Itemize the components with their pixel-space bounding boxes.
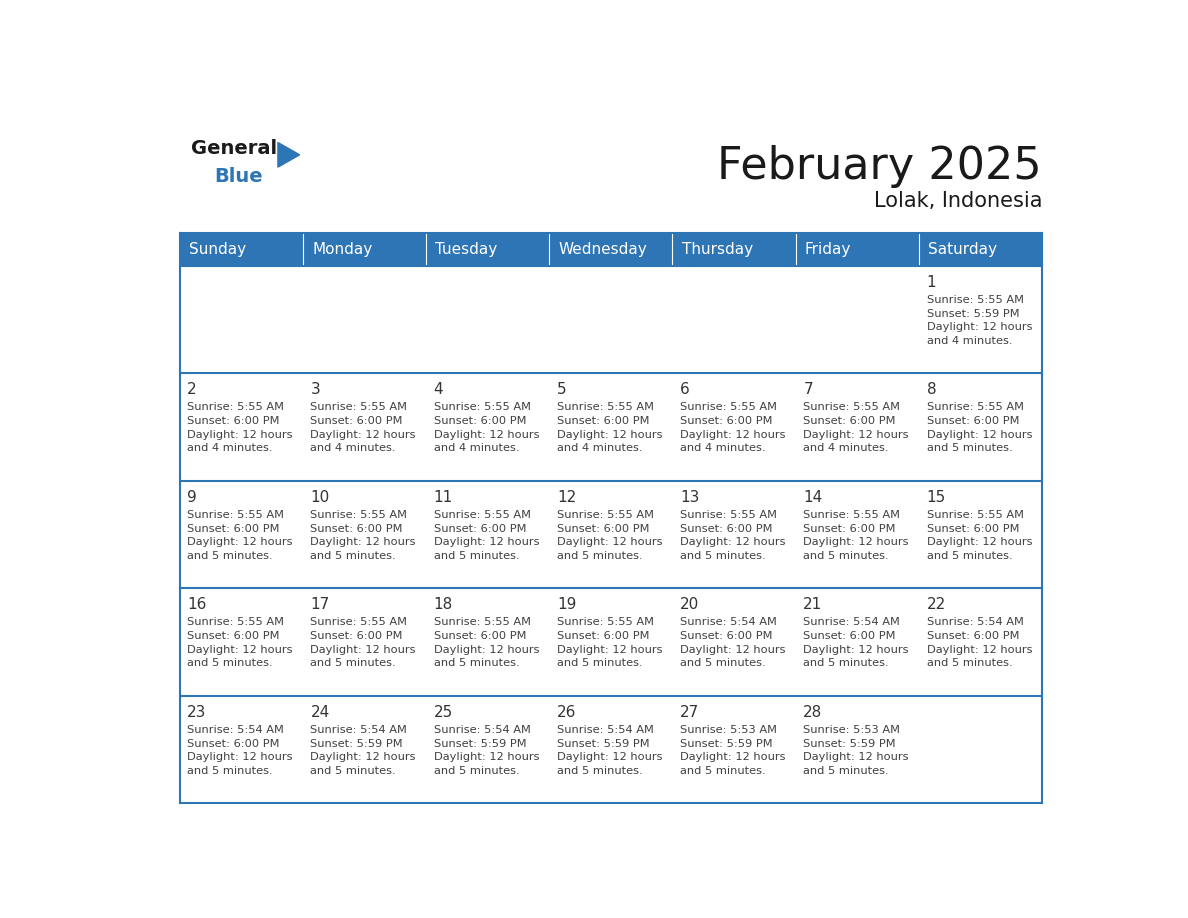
Text: 24: 24 (310, 705, 330, 720)
Text: 12: 12 (557, 490, 576, 505)
Text: 11: 11 (434, 490, 453, 505)
Text: 4: 4 (434, 383, 443, 397)
Text: Sunrise: 5:55 AM
Sunset: 6:00 PM
Daylight: 12 hours
and 5 minutes.: Sunrise: 5:55 AM Sunset: 6:00 PM Dayligh… (310, 618, 416, 668)
Text: Sunrise: 5:55 AM
Sunset: 6:00 PM
Daylight: 12 hours
and 5 minutes.: Sunrise: 5:55 AM Sunset: 6:00 PM Dayligh… (557, 618, 663, 668)
Text: 3: 3 (310, 383, 321, 397)
Text: Sunrise: 5:54 AM
Sunset: 6:00 PM
Daylight: 12 hours
and 5 minutes.: Sunrise: 5:54 AM Sunset: 6:00 PM Dayligh… (188, 725, 292, 776)
Text: Sunrise: 5:55 AM
Sunset: 5:59 PM
Daylight: 12 hours
and 4 minutes.: Sunrise: 5:55 AM Sunset: 5:59 PM Dayligh… (927, 295, 1032, 346)
Text: Sunrise: 5:55 AM
Sunset: 6:00 PM
Daylight: 12 hours
and 5 minutes.: Sunrise: 5:55 AM Sunset: 6:00 PM Dayligh… (434, 509, 539, 561)
Text: Sunrise: 5:54 AM
Sunset: 5:59 PM
Daylight: 12 hours
and 5 minutes.: Sunrise: 5:54 AM Sunset: 5:59 PM Dayligh… (310, 725, 416, 776)
Text: Monday: Monday (312, 242, 372, 257)
Text: Sunrise: 5:54 AM
Sunset: 6:00 PM
Daylight: 12 hours
and 5 minutes.: Sunrise: 5:54 AM Sunset: 6:00 PM Dayligh… (681, 618, 785, 668)
Text: Sunrise: 5:55 AM
Sunset: 6:00 PM
Daylight: 12 hours
and 4 minutes.: Sunrise: 5:55 AM Sunset: 6:00 PM Dayligh… (188, 402, 292, 453)
Text: 28: 28 (803, 705, 822, 720)
Text: Friday: Friday (805, 242, 852, 257)
Text: 18: 18 (434, 598, 453, 612)
Text: 20: 20 (681, 598, 700, 612)
Text: Sunrise: 5:55 AM
Sunset: 6:00 PM
Daylight: 12 hours
and 5 minutes.: Sunrise: 5:55 AM Sunset: 6:00 PM Dayligh… (310, 509, 416, 561)
Bar (179, 265, 1042, 374)
Text: 15: 15 (927, 490, 946, 505)
Text: 19: 19 (557, 598, 576, 612)
Text: Sunrise: 5:55 AM
Sunset: 6:00 PM
Daylight: 12 hours
and 5 minutes.: Sunrise: 5:55 AM Sunset: 6:00 PM Dayligh… (681, 509, 785, 561)
Text: 2: 2 (188, 383, 197, 397)
Text: 13: 13 (681, 490, 700, 505)
Text: Sunrise: 5:54 AM
Sunset: 6:00 PM
Daylight: 12 hours
and 5 minutes.: Sunrise: 5:54 AM Sunset: 6:00 PM Dayligh… (927, 618, 1032, 668)
Text: 6: 6 (681, 383, 690, 397)
Text: 21: 21 (803, 598, 822, 612)
Bar (179, 696, 1042, 803)
Text: Sunrise: 5:55 AM
Sunset: 6:00 PM
Daylight: 12 hours
and 5 minutes.: Sunrise: 5:55 AM Sunset: 6:00 PM Dayligh… (927, 509, 1032, 561)
Text: 5: 5 (557, 383, 567, 397)
Text: 7: 7 (803, 383, 813, 397)
Text: Sunrise: 5:55 AM
Sunset: 6:00 PM
Daylight: 12 hours
and 5 minutes.: Sunrise: 5:55 AM Sunset: 6:00 PM Dayligh… (434, 618, 539, 668)
Bar (179, 481, 1042, 588)
Polygon shape (278, 142, 299, 167)
Text: 9: 9 (188, 490, 197, 505)
Text: 17: 17 (310, 598, 330, 612)
Text: Sunrise: 5:55 AM
Sunset: 6:00 PM
Daylight: 12 hours
and 5 minutes.: Sunrise: 5:55 AM Sunset: 6:00 PM Dayligh… (803, 509, 909, 561)
Text: Sunrise: 5:53 AM
Sunset: 5:59 PM
Daylight: 12 hours
and 5 minutes.: Sunrise: 5:53 AM Sunset: 5:59 PM Dayligh… (803, 725, 909, 776)
Bar (179, 588, 1042, 696)
Text: 1: 1 (927, 274, 936, 290)
Text: Sunrise: 5:53 AM
Sunset: 5:59 PM
Daylight: 12 hours
and 5 minutes.: Sunrise: 5:53 AM Sunset: 5:59 PM Dayligh… (681, 725, 785, 776)
Text: Wednesday: Wednesday (558, 242, 647, 257)
Text: 26: 26 (557, 705, 576, 720)
Text: Sunday: Sunday (189, 242, 246, 257)
Text: Saturday: Saturday (928, 242, 997, 257)
Text: 27: 27 (681, 705, 700, 720)
Text: Sunrise: 5:54 AM
Sunset: 6:00 PM
Daylight: 12 hours
and 5 minutes.: Sunrise: 5:54 AM Sunset: 6:00 PM Dayligh… (803, 618, 909, 668)
Text: 8: 8 (927, 383, 936, 397)
Text: Sunrise: 5:55 AM
Sunset: 6:00 PM
Daylight: 12 hours
and 5 minutes.: Sunrise: 5:55 AM Sunset: 6:00 PM Dayligh… (188, 618, 292, 668)
Text: Tuesday: Tuesday (435, 242, 498, 257)
Text: Blue: Blue (214, 167, 263, 186)
Text: Sunrise: 5:55 AM
Sunset: 6:00 PM
Daylight: 12 hours
and 4 minutes.: Sunrise: 5:55 AM Sunset: 6:00 PM Dayligh… (681, 402, 785, 453)
Text: Sunrise: 5:55 AM
Sunset: 6:00 PM
Daylight: 12 hours
and 4 minutes.: Sunrise: 5:55 AM Sunset: 6:00 PM Dayligh… (557, 402, 663, 453)
Text: Sunrise: 5:55 AM
Sunset: 6:00 PM
Daylight: 12 hours
and 4 minutes.: Sunrise: 5:55 AM Sunset: 6:00 PM Dayligh… (803, 402, 909, 453)
Text: 10: 10 (310, 490, 330, 505)
Text: Sunrise: 5:55 AM
Sunset: 6:00 PM
Daylight: 12 hours
and 5 minutes.: Sunrise: 5:55 AM Sunset: 6:00 PM Dayligh… (188, 509, 292, 561)
Text: Sunrise: 5:55 AM
Sunset: 6:00 PM
Daylight: 12 hours
and 5 minutes.: Sunrise: 5:55 AM Sunset: 6:00 PM Dayligh… (557, 509, 663, 561)
Text: Sunrise: 5:54 AM
Sunset: 5:59 PM
Daylight: 12 hours
and 5 minutes.: Sunrise: 5:54 AM Sunset: 5:59 PM Dayligh… (557, 725, 663, 776)
Text: 23: 23 (188, 705, 207, 720)
Text: Sunrise: 5:55 AM
Sunset: 6:00 PM
Daylight: 12 hours
and 4 minutes.: Sunrise: 5:55 AM Sunset: 6:00 PM Dayligh… (310, 402, 416, 453)
Text: 16: 16 (188, 598, 207, 612)
Text: Thursday: Thursday (682, 242, 753, 257)
Text: Lolak, Indonesia: Lolak, Indonesia (873, 191, 1042, 211)
Text: 22: 22 (927, 598, 946, 612)
Bar (179, 374, 1042, 481)
Bar (179, 233, 1042, 265)
Text: February 2025: February 2025 (718, 145, 1042, 188)
Text: 25: 25 (434, 705, 453, 720)
Text: Sunrise: 5:54 AM
Sunset: 5:59 PM
Daylight: 12 hours
and 5 minutes.: Sunrise: 5:54 AM Sunset: 5:59 PM Dayligh… (434, 725, 539, 776)
Text: 14: 14 (803, 490, 822, 505)
Text: Sunrise: 5:55 AM
Sunset: 6:00 PM
Daylight: 12 hours
and 5 minutes.: Sunrise: 5:55 AM Sunset: 6:00 PM Dayligh… (927, 402, 1032, 453)
Text: General: General (191, 140, 277, 159)
Text: Sunrise: 5:55 AM
Sunset: 6:00 PM
Daylight: 12 hours
and 4 minutes.: Sunrise: 5:55 AM Sunset: 6:00 PM Dayligh… (434, 402, 539, 453)
